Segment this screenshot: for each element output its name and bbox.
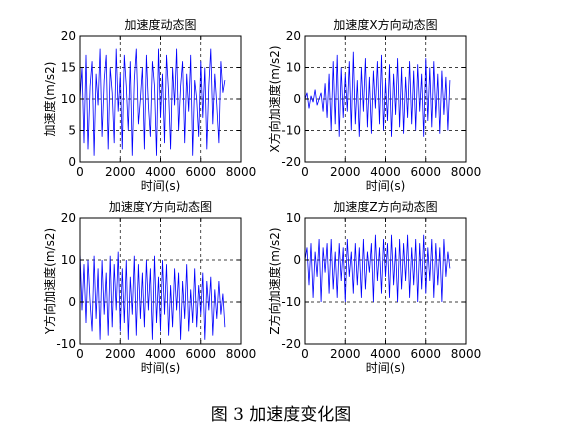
- x-tick-label: 4000: [370, 347, 401, 361]
- x-tick-label: 4000: [145, 347, 176, 361]
- y-tick-label: 0: [68, 155, 76, 169]
- y-tick-label: 0: [68, 295, 76, 309]
- x-tick-label: 6000: [410, 165, 441, 179]
- x-tick-label: 2000: [105, 347, 136, 361]
- y-tick-label: -10: [281, 124, 301, 138]
- y-tick-label: 20: [61, 211, 76, 225]
- y-axis-label: 加速度(m/s2): [42, 62, 57, 137]
- y-tick-label: 20: [286, 29, 301, 43]
- x-axis-label: 时间(s): [366, 361, 406, 375]
- x-tick-label: 2000: [105, 165, 136, 179]
- y-tick-label: -10: [56, 337, 76, 351]
- y-tick-label: -10: [281, 295, 301, 309]
- y-axis-label: Y方向加速度(m/s2): [42, 228, 57, 335]
- x-axis-label: 时间(s): [141, 361, 181, 375]
- y-tick-label: 20: [61, 29, 76, 43]
- x-tick-label: 4000: [370, 165, 401, 179]
- x-tick-label: 2000: [330, 347, 361, 361]
- figure: 0 2000 4000 6000 800005101520加速度动态图时间(s)加速度(…: [42, 17, 482, 375]
- x-tick-label: 0: [76, 165, 84, 179]
- chart-title: 加速度动态图: [124, 17, 196, 32]
- x-tick-label: 0: [301, 347, 309, 361]
- y-tick-label: 5: [68, 124, 76, 138]
- series-line: [79, 251, 226, 340]
- x-tick-label: 6000: [410, 347, 441, 361]
- series-line: [304, 234, 451, 303]
- y-axis-label: X方向加速度(m/s2): [267, 45, 282, 152]
- y-tick-label: -20: [281, 337, 301, 351]
- x-tick-label: 2000: [330, 165, 361, 179]
- x-tick-label: 8000: [226, 347, 257, 361]
- y-tick-label: 0: [293, 92, 301, 106]
- y-tick-label: -20: [281, 155, 301, 169]
- y-tick-label: 15: [61, 61, 76, 75]
- x-tick-label: 0: [301, 165, 309, 179]
- x-tick-label: 0: [76, 347, 84, 361]
- y-tick-label: 10: [286, 61, 301, 75]
- y-tick-label: 0: [293, 253, 301, 267]
- x-tick-label: 8000: [451, 347, 482, 361]
- x-tick-label: 6000: [185, 165, 216, 179]
- y-tick-label: 10: [286, 211, 301, 225]
- y-tick-label: 10: [61, 92, 76, 106]
- chart-title: 加速度Y方向动态图: [109, 199, 212, 214]
- x-tick-label: 8000: [226, 165, 257, 179]
- y-tick-label: 10: [61, 253, 76, 267]
- x-tick-label: 6000: [185, 347, 216, 361]
- x-axis-label: 时间(s): [366, 179, 406, 193]
- x-axis-label: 时间(s): [141, 179, 181, 193]
- series-line: [79, 48, 226, 156]
- x-tick-label: 4000: [145, 165, 176, 179]
- series-line: [304, 51, 451, 137]
- chart-title: 加速度X方向动态图: [333, 17, 437, 32]
- y-axis-label: Z方向加速度(m/s2): [267, 227, 282, 334]
- x-tick-label: 8000: [451, 165, 482, 179]
- chart-title: 加速度Z方向动态图: [333, 199, 437, 214]
- figure-caption: 图 3 加速度变化图: [210, 405, 352, 425]
